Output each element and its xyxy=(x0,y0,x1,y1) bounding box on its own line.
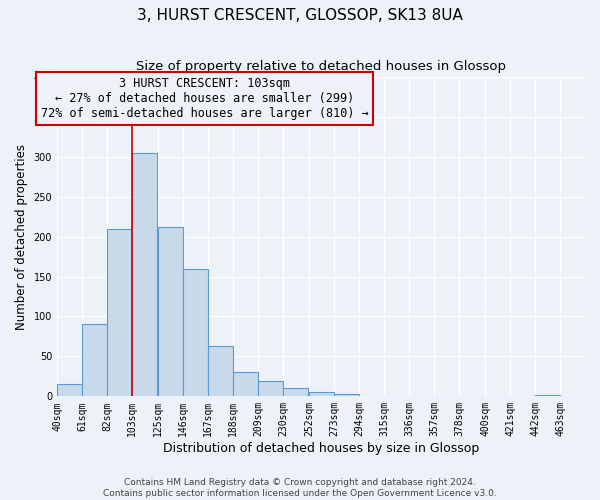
Y-axis label: Number of detached properties: Number of detached properties xyxy=(15,144,28,330)
Bar xyxy=(107,228,132,396)
Title: Size of property relative to detached houses in Glossop: Size of property relative to detached ho… xyxy=(136,60,506,73)
Bar xyxy=(158,227,183,396)
Text: 3, HURST CRESCENT, GLOSSOP, SK13 8UA: 3, HURST CRESCENT, GLOSSOP, SK13 8UA xyxy=(137,8,463,22)
Bar xyxy=(132,153,157,396)
Bar xyxy=(258,381,283,396)
Bar xyxy=(283,388,308,396)
Bar xyxy=(233,372,258,396)
Bar xyxy=(334,394,359,396)
Bar xyxy=(208,346,233,397)
X-axis label: Distribution of detached houses by size in Glossop: Distribution of detached houses by size … xyxy=(163,442,479,455)
Text: 3 HURST CRESCENT: 103sqm
← 27% of detached houses are smaller (299)
72% of semi-: 3 HURST CRESCENT: 103sqm ← 27% of detach… xyxy=(41,77,369,120)
Bar xyxy=(183,268,208,396)
Text: Contains HM Land Registry data © Crown copyright and database right 2024.
Contai: Contains HM Land Registry data © Crown c… xyxy=(103,478,497,498)
Bar xyxy=(309,392,334,396)
Bar xyxy=(82,324,107,396)
Bar xyxy=(535,394,560,396)
Bar xyxy=(57,384,82,396)
